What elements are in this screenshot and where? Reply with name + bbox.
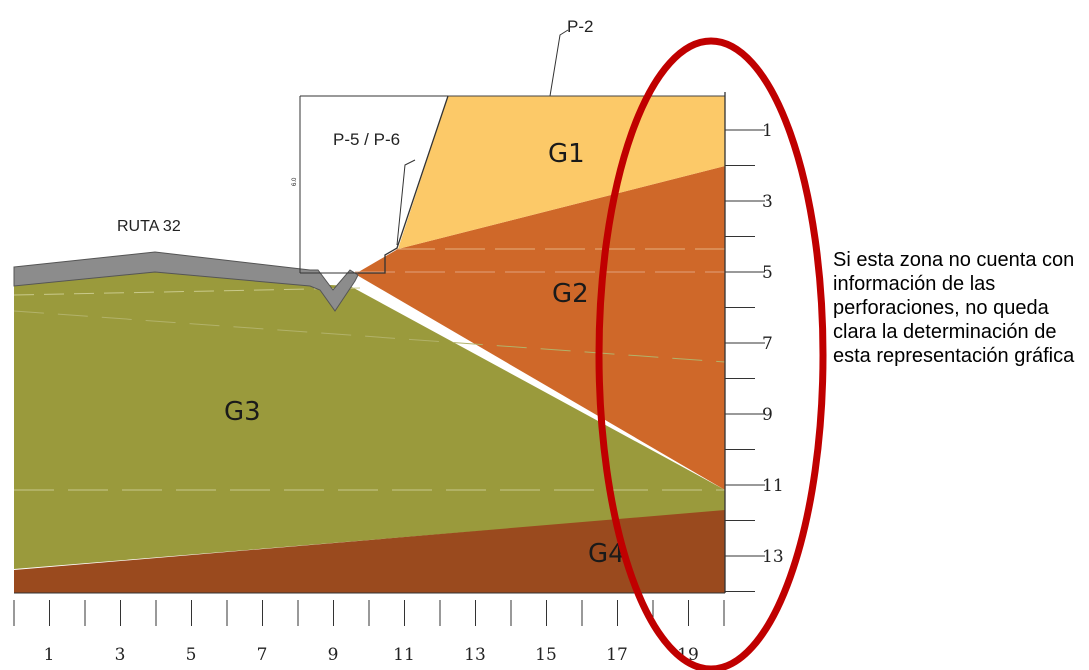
p5p6-label: P-5 / P-6 <box>333 130 400 149</box>
right-axis-tick-label: 9 <box>762 405 773 425</box>
bottom-axis-tick-label: 13 <box>464 645 486 665</box>
layer-g3-label: G3 <box>224 397 261 427</box>
bottom-axis-tick-label: 17 <box>606 645 628 665</box>
layer-g3-area <box>14 272 725 569</box>
road-surface <box>13 251 359 312</box>
p5p6-leader-line <box>396 159 416 246</box>
slope-outline <box>358 95 449 274</box>
faint-line <box>13 310 726 363</box>
bottom-axis-tick-label: 11 <box>393 645 415 665</box>
p2-leader-line <box>549 29 569 97</box>
right-axis-tick-label: 11 <box>762 476 784 496</box>
bottom-axis-tick-label: 9 <box>328 645 339 665</box>
right-axis-tick-label: 3 <box>762 192 773 212</box>
highlight-ellipse <box>595 37 827 670</box>
right-axis-tick-label: 13 <box>762 547 784 567</box>
layer-g4-area <box>14 510 725 593</box>
annotation-note: Si esta zona no cuenta con información d… <box>833 249 1075 367</box>
bottom-axis-tick-label: 15 <box>535 645 557 665</box>
bottom-axis-tick-label: 5 <box>186 645 197 665</box>
layer-g2-area <box>355 166 725 490</box>
faint-line <box>13 287 361 296</box>
ruta-label: RUTA 32 <box>117 218 181 235</box>
bottom-axis-tick-label: 1 <box>44 645 55 665</box>
right-axis-tick-label: 1 <box>762 121 773 141</box>
height-dimension-label: 6.0 <box>292 177 298 186</box>
right-axis-tick-label: 7 <box>762 334 773 354</box>
layer-g1-label: G1 <box>548 139 585 169</box>
bottom-axis-tick-label: 3 <box>115 645 126 665</box>
bottom-distance-axis: 1 3 5 7 9 11 13 15 17 19 <box>13 592 725 665</box>
bottom-axis-tick-label: 7 <box>257 645 268 665</box>
layer-g1-area <box>398 96 725 249</box>
right-axis-tick-label: 5 <box>762 263 773 283</box>
layer-g2-label: G2 <box>552 279 589 309</box>
p2-label: P-2 <box>567 17 593 36</box>
